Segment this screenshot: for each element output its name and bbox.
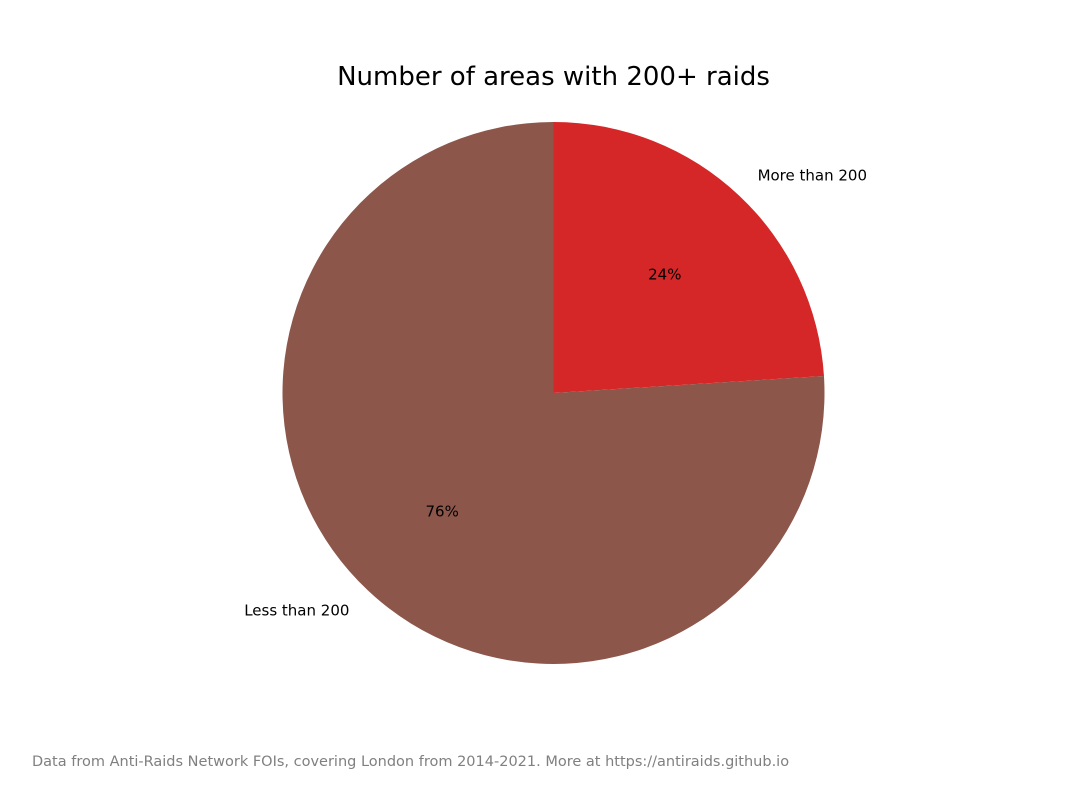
- pie-slice-less-than-200: [282, 122, 825, 664]
- chart-title: Number of areas with 200+ raids: [337, 62, 770, 92]
- pie-category-label-more-than-200: More than 200: [758, 167, 867, 185]
- pie-pct-label-less-than-200: 76%: [426, 503, 459, 521]
- pie-category-label-less-than-200: Less than 200: [244, 601, 349, 619]
- source-footnote: Data from Anti-Raids Network FOIs, cover…: [32, 754, 790, 770]
- pie-slice-more-than-200: [553, 122, 824, 393]
- pie-pct-label-more-than-200: 24%: [648, 265, 681, 283]
